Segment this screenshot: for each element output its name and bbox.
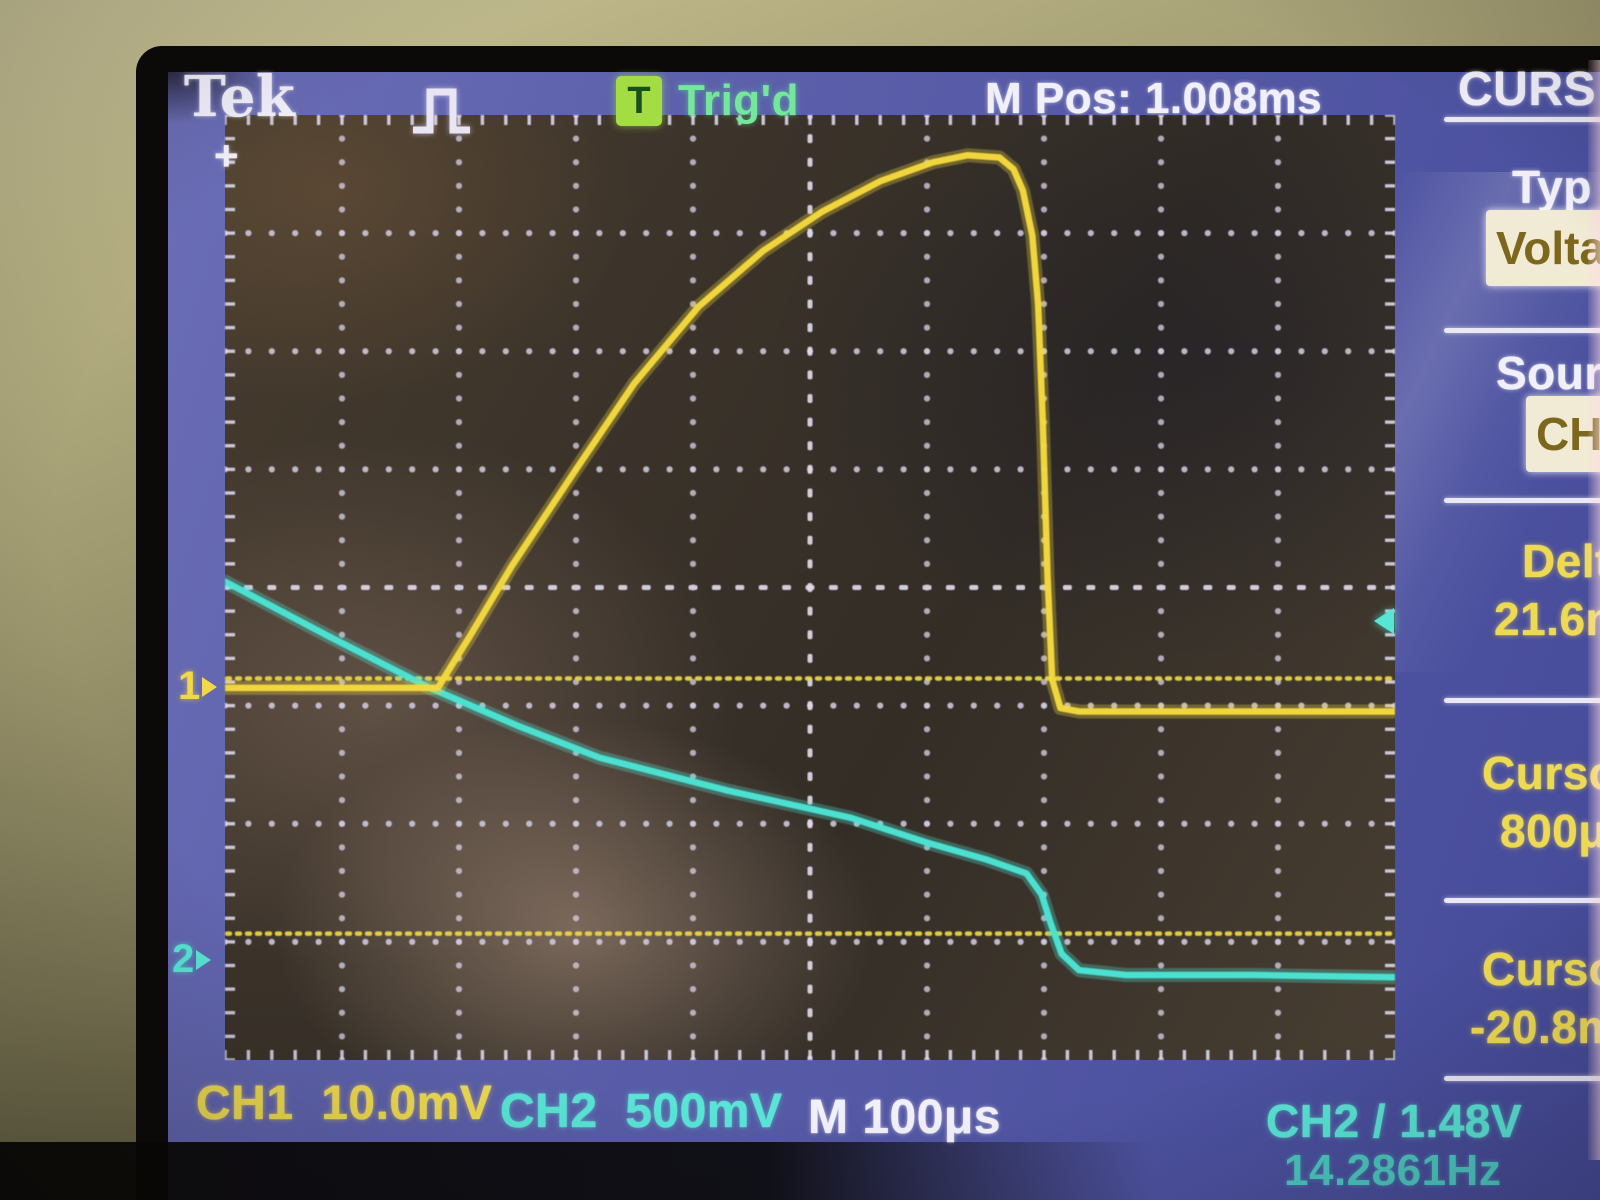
menu-separator [1444,498,1600,503]
menu-item-type-value: Volta [1496,222,1600,274]
ch1-ground-arrow-icon [202,676,218,697]
menu-item-type-label: Typ [1512,161,1592,213]
menu-separator [1444,328,1600,333]
menu-item-delta-value: 21.6m [1494,593,1600,645]
menu-item-cursor2-value: -20.8m [1470,1001,1600,1053]
menu-item-cursor2-label: Curso [1482,943,1600,995]
menu-item-type-value-box: Volta [1486,210,1600,286]
ch1-trace [225,151,1395,715]
trigger-level-arrow-icon [1374,608,1394,634]
ch2-trace [225,578,1395,981]
trigger-source-level-readout: CH2 / 1.48V [1266,1095,1523,1147]
menu-item-source-value-box: CH1 [1526,396,1600,472]
menu-separator [1444,898,1600,903]
menu-item-cursor1-value: 800μ [1500,805,1600,857]
ch2-scale-readout: CH2 500mV [500,1085,783,1138]
menu-item-source-label: Sour [1496,347,1600,399]
ch2-ground-label: 2 [172,937,195,981]
ch1-ground-marker: 1 [178,664,218,709]
menu-item-source-value: CH1 [1536,408,1600,460]
ch2-ground-marker: 2 [172,937,212,982]
ch1-scale-readout: CH1 10.0mV [196,1077,493,1130]
menu-separator [1444,117,1600,122]
menu-title-cursor: CURS [1458,63,1597,116]
trigger-badge-icon: T [616,76,662,126]
graticule-svg [225,115,1395,1060]
trigger-badge-letter: T [627,79,651,122]
tek-logo: Tek [184,64,296,130]
trigger-frequency-readout: 14.2861Hz [1284,1146,1502,1195]
menu-item-cursor1-label: Curso [1482,747,1600,799]
trigger-status: Trig'd [678,76,800,125]
horizontal-position-readout: M Pos: 1.008ms [985,74,1323,123]
timebase-readout: M 100μs [808,1091,1001,1144]
ch1-ground-label: 1 [178,664,201,708]
pulse-trigger-icon [413,88,470,134]
ch2-ground-arrow-icon [196,949,212,970]
trigger-position-marker: + [214,132,240,179]
menu-separator [1444,1076,1600,1081]
menu-separator [1444,698,1600,703]
graticule [225,115,1395,1060]
menu-item-delta-label: Delt [1522,535,1600,587]
